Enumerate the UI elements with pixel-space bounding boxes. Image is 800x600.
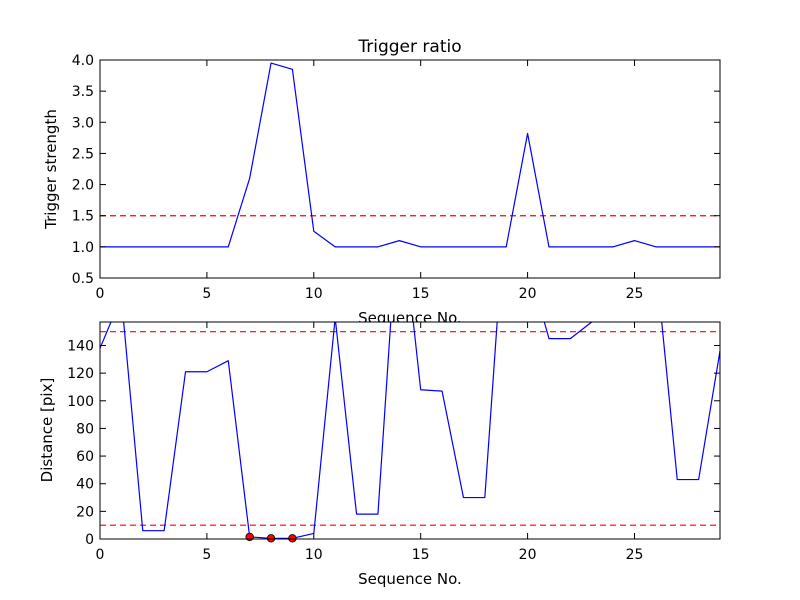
bottom-subplot: 0 5 10 15 20 25 0 20 40 60 80 100 120 140 Sequence N… [38,321,721,588]
y-tick-label: 0.5 [72,271,94,287]
bottom-y-ticks: 0 20 40 60 80 100 120 140 [67,338,720,548]
y-tick-label: 1.0 [72,240,94,256]
x-tick-label: 25 [626,547,644,563]
x-tick-label: 5 [202,286,211,302]
x-tick-label: 15 [412,547,430,563]
y-tick-label: 2.5 [72,146,94,162]
y-tick-label: 40 [76,477,94,493]
bottom-plot-area [100,322,720,539]
bottom-threshold-group [100,331,720,526]
top-axes-frame [99,59,721,279]
x-tick-label: 0 [96,547,105,563]
series-line [100,322,720,539]
highlight-point [266,534,276,543]
x-tick-label: 0 [96,286,105,302]
x-tick-label: 20 [519,547,537,563]
top-series-group [100,62,720,248]
bottom-y-axis-label: Distance [pix] [38,378,56,483]
top-plot-area [100,60,720,278]
x-tick-label: 5 [202,547,211,563]
series-line [100,62,720,248]
top-y-ticks: 0.5 1.0 1.5 2.0 2.5 3.0 3.5 4.0 [72,53,720,287]
x-tick-label: 20 [519,286,537,302]
y-tick-label: 140 [67,338,94,354]
top-y-axis-label: Trigger strength [42,109,60,230]
top-x-ticks: 0 5 10 15 20 25 [96,60,644,302]
bottom-x-ticks: 0 5 10 15 20 25 [96,322,644,563]
bottom-series-group [100,322,720,539]
y-tick-label: 60 [76,449,94,465]
y-tick-label: 120 [67,366,94,382]
top-chart-title: Trigger ratio [357,37,461,57]
x-tick-label: 15 [412,286,430,302]
y-tick-label: 3.5 [72,84,94,100]
y-tick-label: 4.0 [72,53,94,69]
bottom-x-axis-label: Sequence No. [358,570,462,588]
highlight-point [288,534,297,543]
y-tick-label: 80 [76,421,94,437]
y-tick-label: 1.5 [72,209,94,225]
y-tick-label: 100 [67,394,94,410]
top-subplot: Trigger ratio 0 5 10 15 20 25 0.5 1.0 1.5 2.0 2.5… [42,37,721,327]
y-tick-label: 3.0 [72,115,94,131]
highlight-point [245,532,254,542]
y-tick-label: 2.0 [72,178,94,194]
x-tick-label: 25 [626,286,644,302]
x-tick-label: 10 [305,547,323,563]
bottom-axes-frame [99,321,721,540]
y-tick-label: 0 [85,532,94,548]
y-tick-label: 20 [76,504,94,520]
x-tick-label: 10 [305,286,323,302]
